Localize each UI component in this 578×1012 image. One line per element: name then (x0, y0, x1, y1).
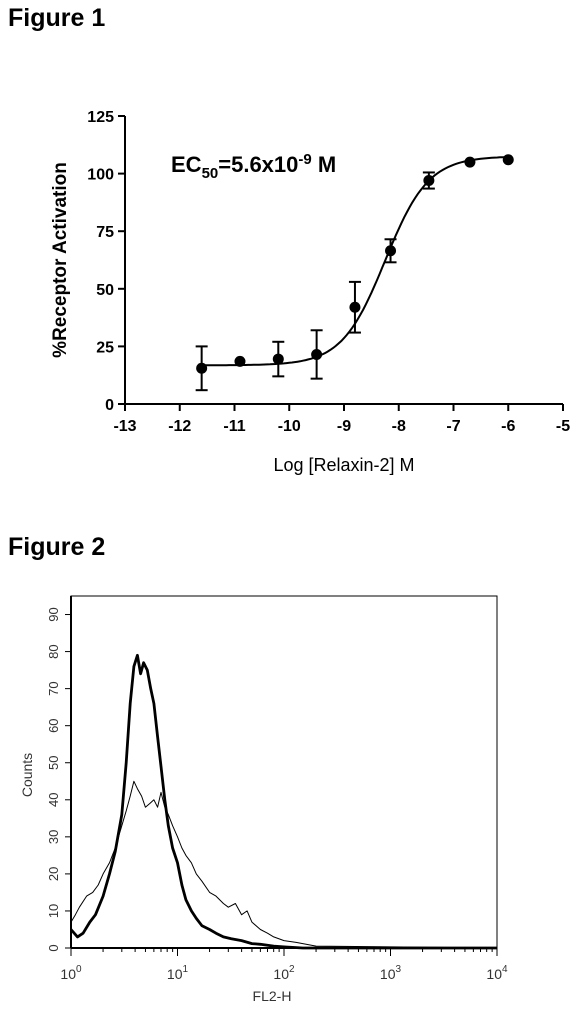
chart2-series-group (69, 653, 498, 950)
chart2-y-tick-label: 50 (46, 756, 61, 770)
chart1-y-tick-label: 100 (87, 167, 114, 184)
chart1-x-tick-label: -11 (223, 418, 245, 435)
chart2-y-tick-label: 80 (46, 644, 61, 658)
chart2-plot-frame (70, 595, 498, 949)
chart2-x-tick-label: 102 (273, 964, 295, 982)
chart1-x-tick-label: -12 (168, 418, 191, 435)
chart1-data-point (234, 355, 246, 367)
chart2-y-tick-label: 0 (46, 944, 61, 951)
chart2-y-tick-label: 70 (46, 681, 61, 695)
chart1-x-tick-label: -6 (501, 418, 515, 435)
chart2-axes: 0 10 20 30 40 50 60 70 80 90 100 101 102 103 104 (46, 607, 508, 982)
chart2-thick-series-line (69, 653, 497, 950)
chart1-y-tick-label: 125 (87, 109, 114, 126)
chart1-x-tick-label: -7 (446, 418, 460, 435)
chart2-x-tick-label: 101 (167, 964, 189, 982)
chart2-y-tick-label: 60 (46, 718, 61, 732)
chart2-y-tick-label: 90 (46, 607, 61, 621)
chart1-y-axis-label: %Receptor Activation (50, 162, 71, 358)
chart1-data-point (272, 353, 284, 365)
chart1-data-point (464, 156, 476, 168)
figure-2-title: Figure 2 (8, 533, 106, 561)
chart1-points-group (195, 154, 514, 392)
chart1-y-tick-label: 25 (96, 339, 114, 356)
chart2-y-tick-label: 40 (46, 793, 61, 807)
chart1-axes: -13 -12 -11 -10 -9 -8 -7 -6 -5 0 25 50 75 100 125 (87, 109, 570, 435)
figure-1-title: Figure 1 (8, 4, 106, 32)
chart1-data-point (385, 245, 397, 257)
chart1-x-tick-label: -13 (113, 418, 136, 435)
dose-response-chart: -13 -12 -11 -10 -9 -8 -7 -6 -5 0 25 50 75 100 125 EC50… (50, 109, 570, 475)
chart1-data-point (502, 154, 514, 166)
chart1-data-point (311, 348, 323, 360)
chart2-frame (70, 595, 498, 949)
chart2-x-tick-label: 103 (380, 964, 402, 982)
ec50-annotation: EC50=5.6x10-9 M (171, 151, 336, 182)
chart2-y-axis-label: Counts (19, 753, 35, 797)
chart2-x-axis-label: FL2-H (253, 988, 292, 1004)
chart2-y-tick-label: 20 (46, 867, 61, 881)
chart2-x-tick-label: 104 (486, 964, 508, 982)
chart1-x-tick-label: -8 (392, 418, 406, 435)
chart1-fit-curve-group (201, 156, 506, 367)
chart1-data-point (423, 175, 435, 187)
chart1-data-point (349, 301, 361, 313)
chart2-y-tick-label: 30 (46, 830, 61, 844)
chart1-x-tick-label: -10 (278, 418, 301, 435)
chart1-fit-curve (201, 156, 506, 367)
chart1-x-tick-label: -5 (556, 418, 570, 435)
chart2-y-tick-label: 10 (46, 904, 61, 918)
chart2-thin-series-line (70, 780, 498, 949)
chart1-data-point (196, 362, 208, 374)
chart2-x-tick-label: 100 (60, 964, 82, 982)
chart1-y-tick-label: 0 (105, 397, 114, 414)
chart1-y-tick-label: 75 (96, 224, 114, 241)
chart1-x-tick-label: -9 (337, 418, 351, 435)
chart1-y-tick-label: 50 (96, 282, 114, 299)
chart1-x-axis-label: Log [Relaxin-2] M (273, 455, 414, 475)
